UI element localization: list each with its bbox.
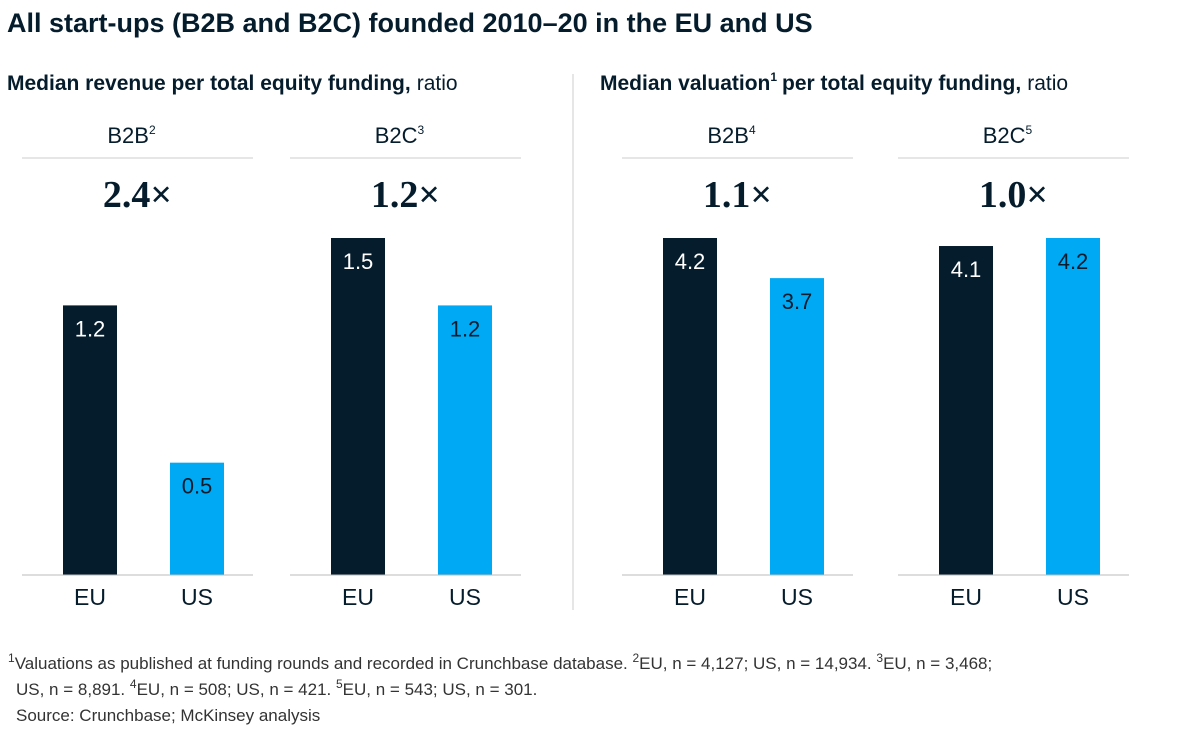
bar xyxy=(939,246,993,575)
value-label: 4.2 xyxy=(675,249,706,274)
x-tick-label: US xyxy=(1057,584,1089,610)
headline: 1.1× xyxy=(703,174,772,216)
panel-unit: ratio xyxy=(417,72,458,95)
value-label: 1.2 xyxy=(450,316,481,341)
footnote-text: EU, n = 4,127; US, n = 14,934. xyxy=(639,654,876,673)
headline: 1.2× xyxy=(371,174,440,216)
bar xyxy=(1046,238,1100,575)
chart-title-text: B2B xyxy=(107,123,149,148)
value-label: 1.5 xyxy=(343,249,374,274)
x-tick-label: EU xyxy=(674,584,706,610)
x-tick-label: EU xyxy=(74,584,106,610)
bar xyxy=(438,305,492,575)
x-tick-label: EU xyxy=(950,584,982,610)
panel-title: Median revenue per total equity funding, xyxy=(7,72,411,95)
panel-heading: Median revenue per total equity funding,… xyxy=(7,72,458,95)
footnote-ref: 3 xyxy=(876,651,883,665)
footnote-text: US, n = 8,891. xyxy=(16,680,130,699)
footnote-ref: 5 xyxy=(1026,123,1033,137)
footnote-text: EU, n = 3,468; xyxy=(883,654,992,673)
value-label: 3.7 xyxy=(782,289,813,314)
chart-title-text: B2B xyxy=(707,123,749,148)
bar xyxy=(331,238,385,575)
page-title: All start-ups (B2B and B2C) founded 2010… xyxy=(7,8,813,38)
value-label: 4.1 xyxy=(951,257,982,282)
panel-title: per total equity funding, xyxy=(782,72,1021,95)
footnote-ref: 4 xyxy=(749,123,756,137)
panel-heading: Median valuation1 per total equity fundin… xyxy=(600,70,1068,95)
footnote-ref: 3 xyxy=(418,123,425,137)
headline: 2.4× xyxy=(103,174,172,216)
footnotes: 1Valuations as published at funding roun… xyxy=(8,651,992,725)
bar xyxy=(663,238,717,575)
footnote-text: Valuations as published at funding round… xyxy=(15,654,633,673)
footnote-ref: 5 xyxy=(336,677,343,691)
footnote-line: US, n = 8,891. 4EU, n = 508; US, n = 421… xyxy=(16,677,537,699)
panel-title: Median valuation xyxy=(600,72,770,95)
footnote-ref: 1 xyxy=(770,70,777,84)
x-tick-label: US xyxy=(781,584,813,610)
footnote-ref: 4 xyxy=(130,677,137,691)
bar xyxy=(770,278,824,575)
chart-title: B2B4 xyxy=(707,123,756,148)
chart-title: B2C3 xyxy=(375,123,425,148)
chart-title-text: B2C xyxy=(375,123,418,148)
chart-title: B2B2 xyxy=(107,123,156,148)
bar xyxy=(63,305,117,575)
footnote-ref: 2 xyxy=(632,651,639,665)
footnote-ref: 1 xyxy=(8,651,15,665)
footnote-line: Source: Crunchbase; McKinsey analysis xyxy=(16,706,320,725)
footnote-text: EU, n = 543; US, n = 301. xyxy=(343,680,538,699)
chart-title-text: B2C xyxy=(983,123,1026,148)
value-label: 4.2 xyxy=(1058,249,1089,274)
headline: 1.0× xyxy=(979,174,1048,216)
value-label: 0.5 xyxy=(182,474,213,499)
footnote-ref: 2 xyxy=(149,123,156,137)
footnote-line: 1Valuations as published at funding roun… xyxy=(8,651,992,673)
footnote-text: Source: Crunchbase; McKinsey analysis xyxy=(16,706,320,725)
x-tick-label: US xyxy=(449,584,481,610)
chart-title: B2C5 xyxy=(983,123,1033,148)
value-label: 1.2 xyxy=(75,316,106,341)
x-tick-label: EU xyxy=(342,584,374,610)
panel-unit: ratio xyxy=(1027,72,1068,95)
x-tick-label: US xyxy=(181,584,213,610)
footnote-text: EU, n = 508; US, n = 421. xyxy=(137,680,336,699)
bar xyxy=(170,462,224,575)
